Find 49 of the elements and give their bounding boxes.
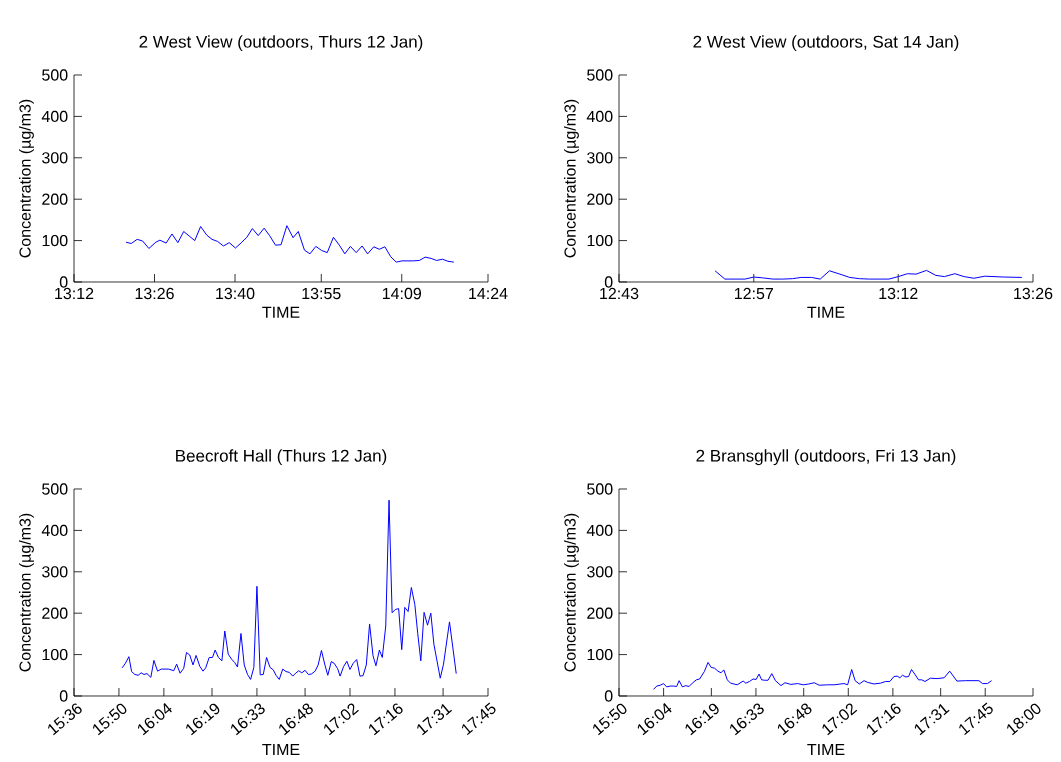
y-tick-label: 300	[42, 566, 68, 578]
y-tick-label: 200	[587, 193, 613, 205]
chart-title: 2 West View (outdoors, Thurs 12 Jan)	[139, 35, 423, 52]
x-tick-label: 12:57	[734, 287, 773, 300]
x-tick-label: 13:55	[302, 287, 341, 300]
y-tick-label: 100	[42, 648, 68, 661]
y-tick-label: 400	[41, 524, 68, 537]
y-axis-title: Concentration (µg/m3)	[564, 99, 579, 258]
y-tick-label: 100	[587, 234, 613, 247]
y-tick-label: 300	[587, 152, 613, 164]
line-series	[653, 661, 993, 690]
x-tick-label: 13:12	[55, 287, 94, 300]
x-axis-title: TIME	[807, 306, 845, 318]
y-tick-label: 0	[604, 690, 613, 702]
y-axis-title: Concentration (µg/m3)	[19, 513, 34, 672]
x-tick-label: 13:26	[1014, 287, 1053, 300]
y-tick-label: 0	[604, 276, 613, 288]
x-tick-label: 14:24	[469, 287, 508, 300]
y-tick-label: 300	[587, 566, 613, 578]
y-tick-label: 200	[587, 607, 613, 619]
line-series	[121, 499, 457, 680]
line-series	[125, 225, 455, 263]
y-tick-label: 100	[587, 648, 613, 661]
x-axis-title: TIME	[807, 743, 845, 755]
y-tick-label: 100	[42, 234, 68, 247]
y-tick-label: 400	[41, 110, 68, 123]
y-axis-title: Concentration (µg/m3)	[564, 513, 579, 672]
x-axis-title: TIME	[262, 306, 300, 318]
chart-title: 2 Bransghyll (outdoors, Fri 13 Jan)	[696, 449, 956, 466]
chart-title: 2 West View (outdoors, Sat 14 Jan)	[693, 35, 959, 52]
y-tick-label: 500	[42, 69, 68, 81]
x-tick-label: 12:43	[600, 287, 639, 300]
x-tick-label: 13:26	[135, 287, 174, 300]
x-axis-title: TIME	[262, 743, 300, 755]
y-tick-label: 0	[59, 690, 68, 702]
y-tick-label: 200	[42, 607, 68, 619]
y-tick-label: 0	[59, 276, 68, 288]
y-tick-label: 500	[587, 69, 613, 81]
y-tick-label: 400	[586, 110, 613, 123]
y-tick-label: 500	[587, 483, 613, 495]
x-tick-label: 13:40	[216, 287, 255, 300]
y-tick-label: 400	[586, 524, 613, 537]
x-tick-label: 13:12	[879, 287, 918, 300]
y-axis-title: Concentration (µg/m3)	[19, 99, 34, 258]
y-tick-label: 200	[42, 193, 68, 205]
x-tick-label: 14:09	[382, 287, 422, 300]
y-tick-label: 300	[42, 152, 68, 164]
y-tick-label: 500	[42, 483, 68, 495]
chart-title: Beecroft Hall (Thurs 12 Jan)	[176, 449, 387, 466]
